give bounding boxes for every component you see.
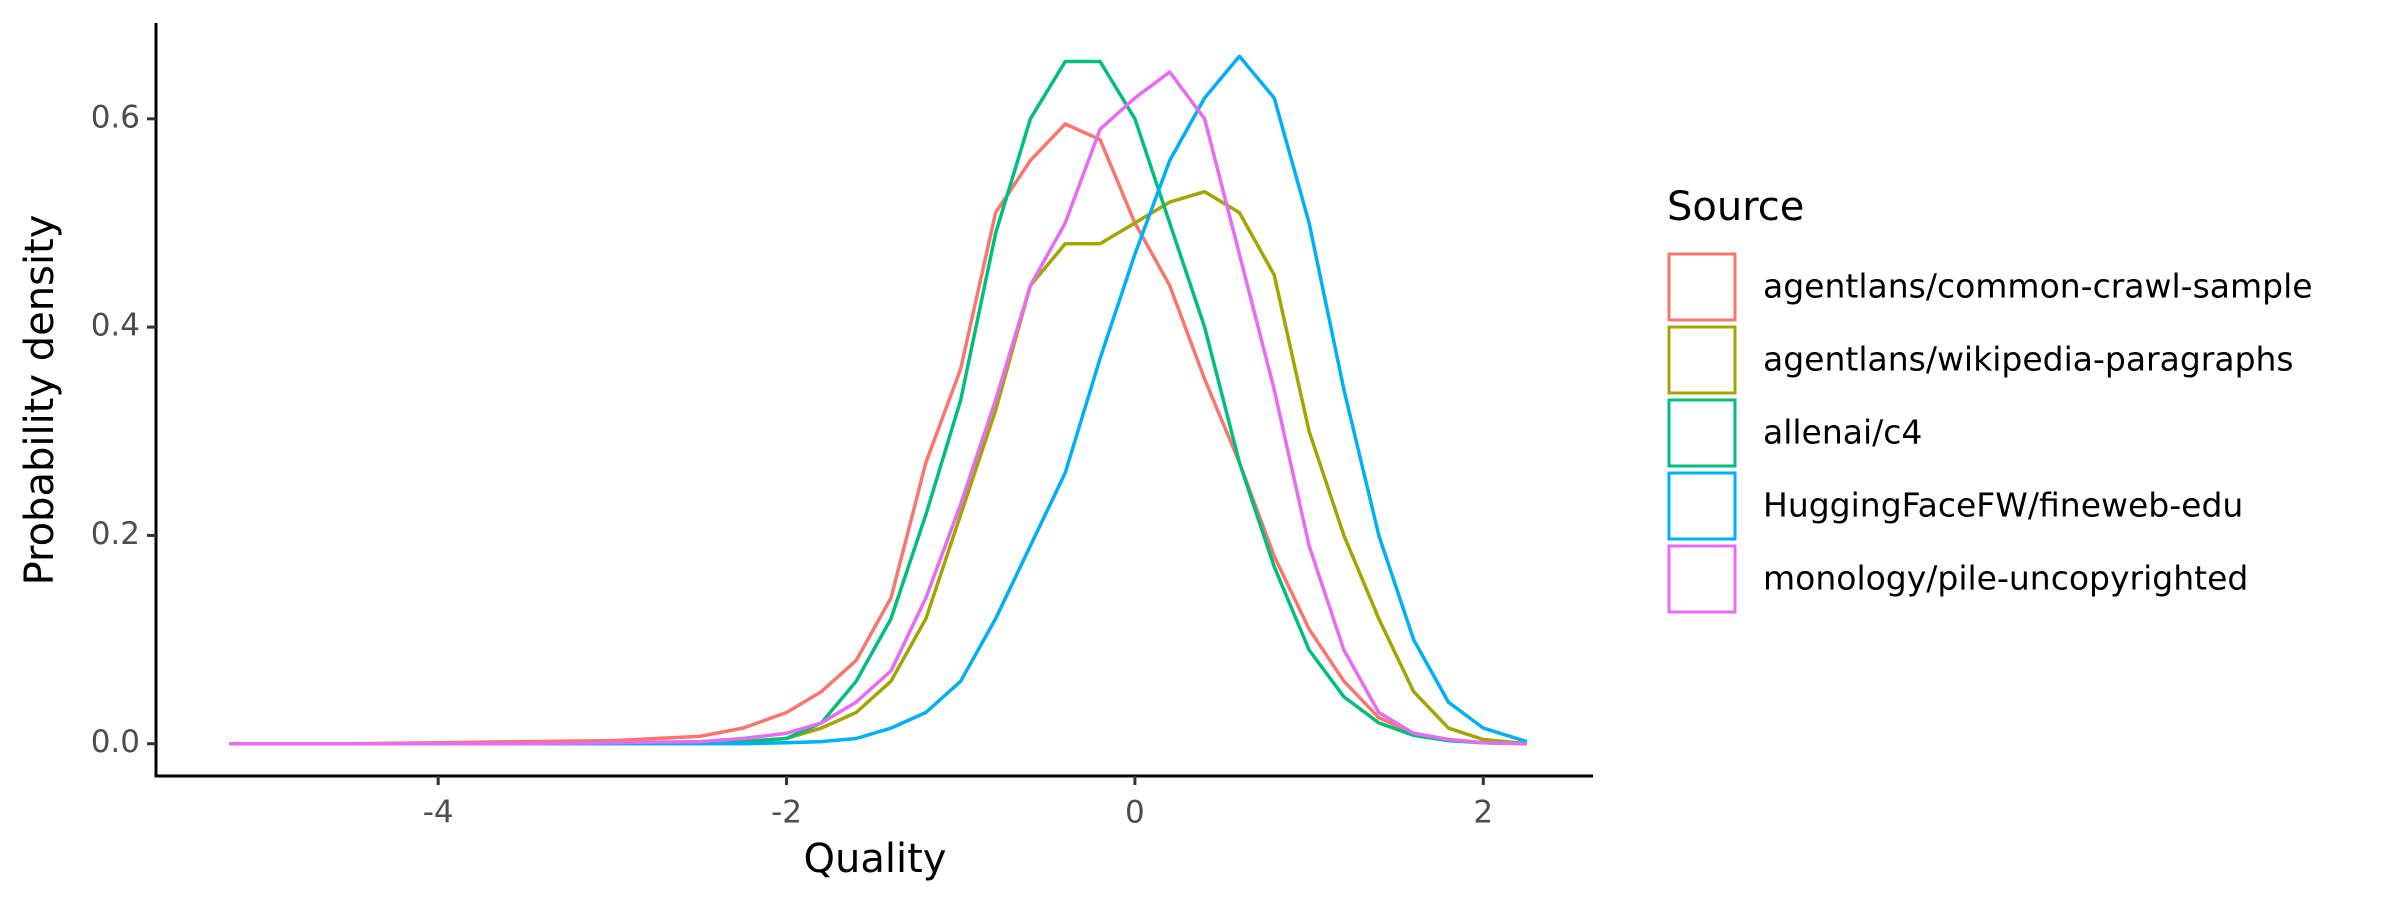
legend-label: agentlans/wikipedia-paragraphs [1763, 340, 2294, 379]
legend-label: agentlans/common-crawl-sample [1763, 267, 2313, 306]
y-tick-label: 0.4 [91, 308, 140, 344]
legend-label: HuggingFaceFW/fineweb-edu [1763, 486, 2243, 525]
y-axis-title: Probability density [17, 215, 63, 586]
density-line [229, 70, 1527, 746]
y-tick-label: 0.2 [91, 516, 140, 552]
x-tick-label: -2 [771, 795, 802, 831]
x-tick-label: 2 [1473, 795, 1493, 831]
legend-label: monology/pile-uncopyrighted [1763, 559, 2248, 598]
x-tick-label: 0 [1125, 795, 1145, 831]
legend-key [1667, 325, 1737, 395]
y-tick-label: 0.6 [91, 99, 140, 135]
density-line [229, 59, 1527, 746]
y-tick-label: 0.0 [91, 724, 140, 760]
legend-label: allenai/c4 [1763, 413, 1922, 452]
density-line [229, 122, 1527, 746]
legend-key [1667, 398, 1737, 468]
legend-title: Source [1667, 184, 1804, 230]
legend-key [1667, 252, 1737, 322]
x-axis-title: Quality [804, 836, 947, 882]
legend-key [1667, 544, 1737, 614]
legend-key [1667, 471, 1737, 541]
x-tick-label: -4 [423, 795, 454, 831]
